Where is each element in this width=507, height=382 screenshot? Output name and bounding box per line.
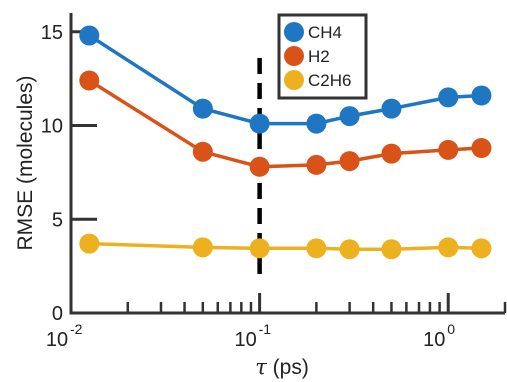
data-point-c2h6	[438, 237, 459, 258]
data-point-c2h6	[249, 238, 270, 259]
data-point-h2	[471, 138, 492, 158]
x-axis-symbol: τ	[255, 355, 267, 379]
data-point-ch4	[306, 113, 327, 134]
x-tick-label: 10	[46, 329, 68, 351]
y-tick-label: 15	[41, 22, 63, 44]
data-point-c2h6	[306, 238, 327, 259]
x-tick-label: 10	[423, 329, 445, 351]
data-point-c2h6	[381, 239, 402, 260]
data-point-ch4	[438, 87, 459, 108]
x-tick-exponent: -1	[259, 321, 272, 337]
data-point-ch4	[192, 98, 213, 119]
x-tick-label: 10	[234, 329, 256, 351]
legend-marker-c2h6	[284, 70, 304, 90]
data-point-h2	[381, 143, 402, 164]
data-point-c2h6	[79, 233, 100, 254]
series-layer	[79, 25, 492, 260]
legend-marker-h2	[284, 46, 304, 66]
data-point-h2	[306, 154, 327, 175]
y-tick-label: 10	[41, 116, 63, 138]
y-tick-label: 5	[52, 209, 63, 231]
series-line-c2h6	[89, 241, 482, 252]
y-tick-label: 0	[52, 303, 63, 325]
axes	[69, 13, 507, 315]
data-point-h2	[249, 156, 270, 177]
data-point-ch4	[339, 106, 360, 127]
data-point-c2h6	[192, 237, 213, 258]
data-point-ch4	[471, 85, 492, 106]
x-axis-label: τ (ps)	[255, 355, 309, 379]
legend-label-ch4: CH4	[308, 23, 342, 42]
data-point-h2	[79, 70, 100, 91]
legend-marker-ch4	[284, 22, 304, 42]
data-point-ch4	[381, 98, 402, 119]
data-point-ch4	[249, 113, 270, 134]
x-tick-exponent: 0	[447, 321, 455, 337]
legend: CH4 H2 C2H6	[277, 13, 368, 100]
data-point-ch4	[79, 25, 100, 46]
y-axis-label: RMSE (molecules)	[14, 75, 37, 250]
data-point-h2	[192, 141, 213, 162]
data-point-h2	[438, 139, 459, 160]
data-point-c2h6	[471, 238, 492, 259]
legend-label-h2: H2	[308, 47, 330, 66]
x-axis-unit: (ps)	[267, 356, 309, 379]
legend-label-c2h6: C2H6	[308, 71, 351, 90]
data-point-h2	[339, 151, 360, 172]
data-point-c2h6	[339, 239, 360, 260]
x-tick-exponent: -2	[70, 321, 83, 337]
